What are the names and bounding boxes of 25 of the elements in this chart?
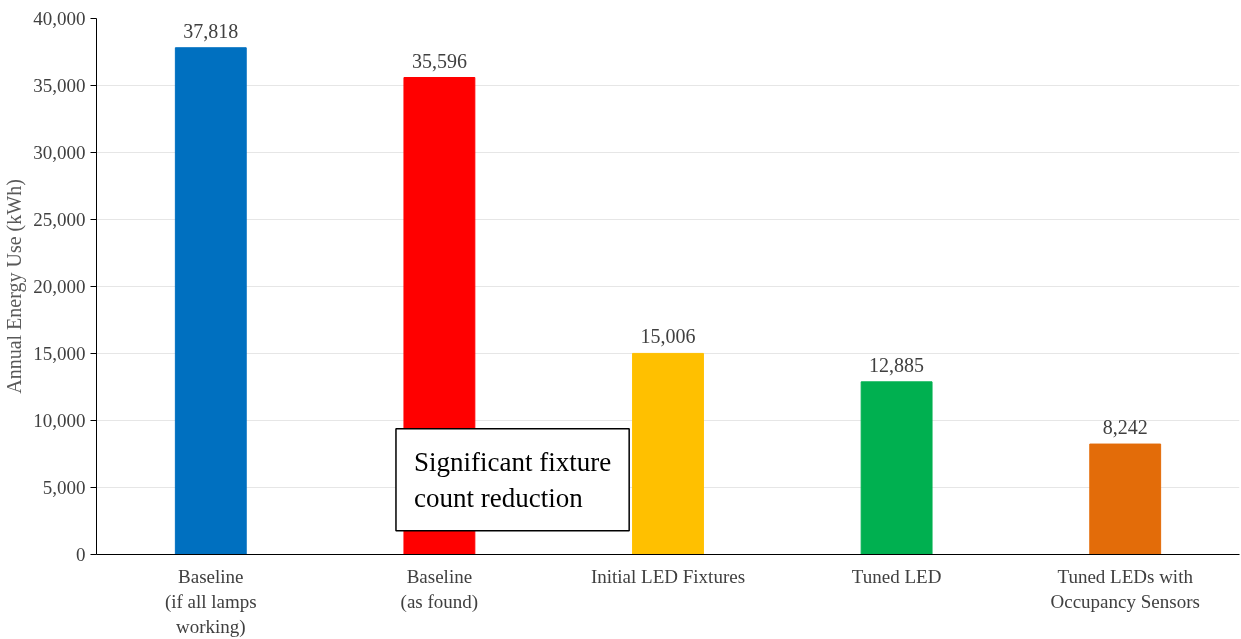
bar <box>174 47 247 555</box>
x-tick-label: Tuned LED <box>851 565 942 587</box>
annotation: Significant fixture count reduction <box>413 446 612 513</box>
y-tick-label: 20,000 <box>33 276 86 297</box>
y-tick-label: 0 <box>76 544 86 565</box>
x-tick-label: Initial LED Fixtures <box>590 565 746 587</box>
y-tick-label: 15,000 <box>33 343 86 364</box>
x-tick-label: Baseline (if all lamps working) <box>164 565 257 638</box>
bar <box>632 352 704 555</box>
x-tick-label: Tuned LEDs with Occupancy Sensors <box>1050 565 1200 612</box>
bar <box>860 381 933 555</box>
data-label: 12,885 <box>869 353 925 376</box>
y-tick-label: 30,000 <box>33 142 86 163</box>
y-axis-title: Annual Energy Use (kWh) <box>3 179 27 394</box>
data-label: 37,818 <box>183 19 239 42</box>
y-tick-label: 40,000 <box>33 8 86 29</box>
data-label: 8,242 <box>1102 416 1148 439</box>
data-label: 35,596 <box>411 49 467 72</box>
data-label: 15,006 <box>640 325 696 348</box>
y-tick-label: 25,000 <box>33 209 86 230</box>
bar <box>1089 443 1162 555</box>
y-tick-label: 5,000 <box>42 477 86 498</box>
y-tick-label: 10,000 <box>33 410 86 431</box>
y-tick-label: 35,000 <box>33 75 86 96</box>
x-tick-label: Baseline (as found) <box>400 565 479 613</box>
